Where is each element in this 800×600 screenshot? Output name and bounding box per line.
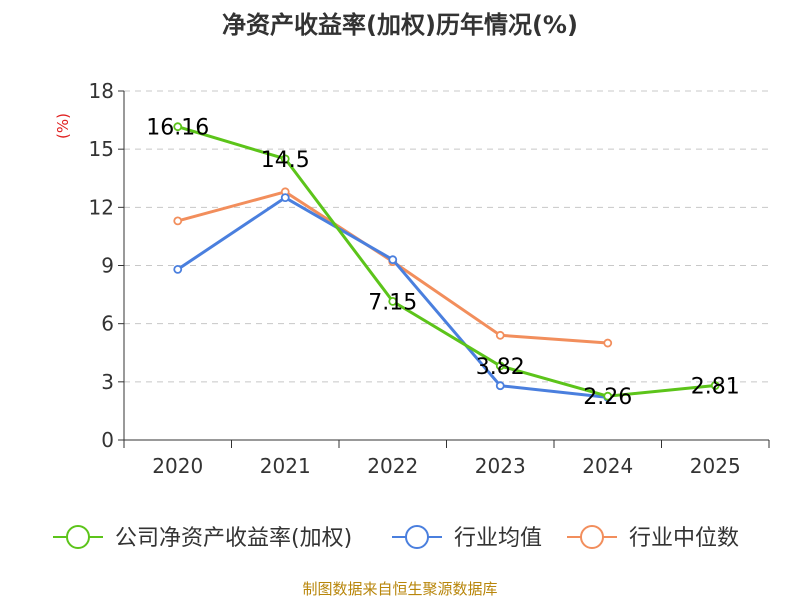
series-line — [177, 190, 608, 345]
data-point — [388, 255, 398, 265]
data-point — [603, 391, 613, 401]
data-point — [173, 216, 183, 226]
x-tick-label: 2020 — [152, 454, 203, 478]
series-line — [177, 125, 716, 398]
data-label: 16.16 — [146, 116, 209, 141]
legend-marker — [405, 525, 429, 549]
data-point — [173, 264, 183, 274]
legend-marker — [66, 525, 90, 549]
legend-marker — [580, 525, 604, 549]
data-point — [280, 154, 290, 164]
y-tick-label: 9 — [101, 254, 114, 278]
data-point — [710, 381, 720, 390]
y-tick-label: 12 — [89, 195, 114, 219]
chart-title: 净资产收益率(加权)历年情况(%) — [222, 11, 578, 39]
y-axis-unit: (%) — [54, 113, 72, 139]
x-tick-label: 2023 — [475, 454, 526, 478]
x-tick-label: 2022 — [367, 454, 418, 478]
source-note: 制图数据来自恒生聚源数据库 — [302, 580, 497, 598]
data-label: 2.26 — [583, 385, 632, 410]
y-tick-label: 6 — [101, 312, 114, 336]
legend-label: 公司净资产收益率(加权) — [115, 526, 352, 551]
y-tick-label: 18 — [89, 79, 114, 103]
data-point — [495, 361, 505, 371]
legend-label: 行业均值 — [454, 526, 542, 551]
x-tick-label: 2025 — [690, 454, 741, 478]
y-tick-label: 0 — [101, 428, 114, 452]
data-point — [280, 193, 290, 203]
data-point — [388, 296, 398, 306]
data-label: 2.81 — [691, 375, 740, 400]
x-tick-label: 2021 — [260, 454, 311, 478]
y-tick-label: 3 — [101, 370, 114, 394]
x-tick-label: 2024 — [582, 454, 633, 478]
data-point — [495, 381, 505, 391]
data-label: 14.5 — [261, 148, 310, 173]
data-point — [603, 338, 613, 348]
legend-label: 行业中位数 — [629, 526, 739, 551]
y-tick-label: 15 — [89, 137, 114, 161]
data-point — [173, 122, 183, 132]
data-label: 7.15 — [368, 290, 417, 315]
data-point — [495, 330, 505, 340]
data-label: 3.82 — [476, 355, 525, 380]
